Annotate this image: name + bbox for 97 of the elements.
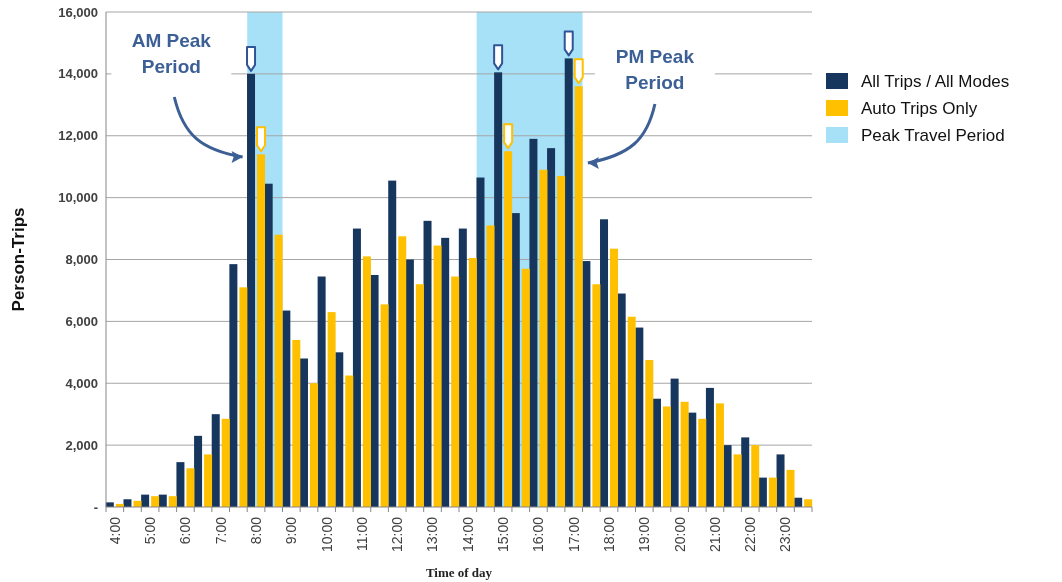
x-tick-label: 21:00 [706, 516, 723, 553]
bar [741, 437, 750, 507]
y-tick-label: 10,000 [58, 190, 98, 206]
bar [388, 180, 397, 507]
bar [539, 169, 548, 507]
x-tick-label: 15:00 [495, 516, 512, 553]
bar [758, 477, 767, 507]
y-tick-label: 2,000 [65, 437, 98, 453]
bar [274, 234, 283, 507]
bar [229, 264, 238, 507]
x-axis-title: Time of day [425, 565, 493, 580]
x-tick-label: 6:00 [177, 516, 194, 545]
bar [529, 138, 538, 507]
bar [600, 219, 609, 507]
bar [768, 477, 777, 507]
bar [468, 257, 477, 507]
x-tick-label: 14:00 [459, 516, 476, 553]
y-tick-label: 12,000 [58, 128, 98, 144]
x-tick-label: 8:00 [247, 516, 264, 545]
y-tick-label: - [93, 499, 98, 515]
bar [299, 358, 308, 507]
bar [264, 183, 273, 507]
bar [398, 236, 407, 507]
bar [751, 445, 760, 507]
x-tick-label: 4:00 [106, 516, 123, 545]
bar [352, 228, 361, 507]
bar [698, 418, 707, 507]
bar [211, 414, 220, 507]
bar [221, 418, 230, 507]
bar [345, 375, 354, 507]
x-tick-label: 9:00 [283, 516, 300, 545]
bar [804, 499, 813, 507]
bar [151, 496, 160, 507]
bar [557, 175, 566, 507]
legend-label: All Trips / All Modes [861, 72, 1010, 92]
bar [627, 316, 636, 507]
bar [186, 468, 195, 507]
y-tick-label: 16,000 [58, 4, 98, 20]
bar [776, 454, 785, 507]
bar [670, 378, 679, 507]
x-tick-label: 16:00 [530, 516, 547, 553]
x-tick-label: 7:00 [212, 516, 229, 545]
bar [486, 225, 495, 507]
bar [652, 398, 661, 507]
x-tick-label: 12:00 [389, 516, 406, 553]
bar [405, 259, 414, 507]
bar [292, 339, 301, 507]
bar [645, 360, 654, 507]
bar [423, 220, 432, 507]
x-tick-label: 10:00 [318, 516, 335, 553]
bar [733, 454, 742, 507]
bar [476, 177, 485, 507]
bar [433, 245, 442, 507]
bar [194, 435, 203, 507]
y-tick-label: 8,000 [65, 252, 98, 268]
bar [610, 248, 619, 507]
bar [705, 387, 714, 507]
bar [309, 383, 318, 507]
legend-label: Auto Trips Only [861, 99, 978, 119]
bar [511, 213, 520, 507]
x-tick-label: 19:00 [636, 516, 653, 553]
bar [204, 454, 213, 507]
bar [239, 287, 248, 507]
bar [380, 304, 389, 507]
x-tick-label: 11:00 [353, 516, 370, 551]
bar [680, 401, 689, 507]
bar [327, 312, 336, 507]
bar [715, 403, 724, 507]
x-tick-label: 17:00 [565, 516, 582, 553]
bar [362, 256, 371, 507]
bar [317, 276, 326, 507]
bar [786, 469, 795, 507]
x-tick-label: 18:00 [600, 516, 617, 553]
y-axis-title: Person-Trips [9, 207, 28, 312]
bar [592, 284, 601, 507]
x-tick-label: 13:00 [424, 516, 441, 553]
text: Peak Travel Period [861, 126, 1005, 146]
y-tick-label: 14,000 [58, 66, 98, 82]
y-tick-label: 6,000 [65, 313, 98, 329]
y-tick-label: 4,000 [65, 375, 98, 391]
x-tick-label: 20:00 [671, 516, 688, 553]
bar [168, 496, 177, 507]
bar [370, 274, 379, 507]
x-tick-label: 5:00 [142, 516, 159, 545]
annotation: PM Peak Period [615, 46, 695, 93]
bar [458, 228, 467, 507]
bar [617, 293, 626, 507]
x-tick-label: 23:00 [777, 516, 794, 553]
bar [662, 406, 671, 507]
bar [415, 284, 424, 507]
bar [723, 445, 732, 507]
bar [176, 462, 185, 507]
bar [521, 268, 530, 507]
x-tick-label: 22:00 [742, 516, 759, 553]
bar [547, 148, 556, 507]
annotation: AM Peak Period [131, 30, 212, 77]
bar [451, 276, 460, 507]
